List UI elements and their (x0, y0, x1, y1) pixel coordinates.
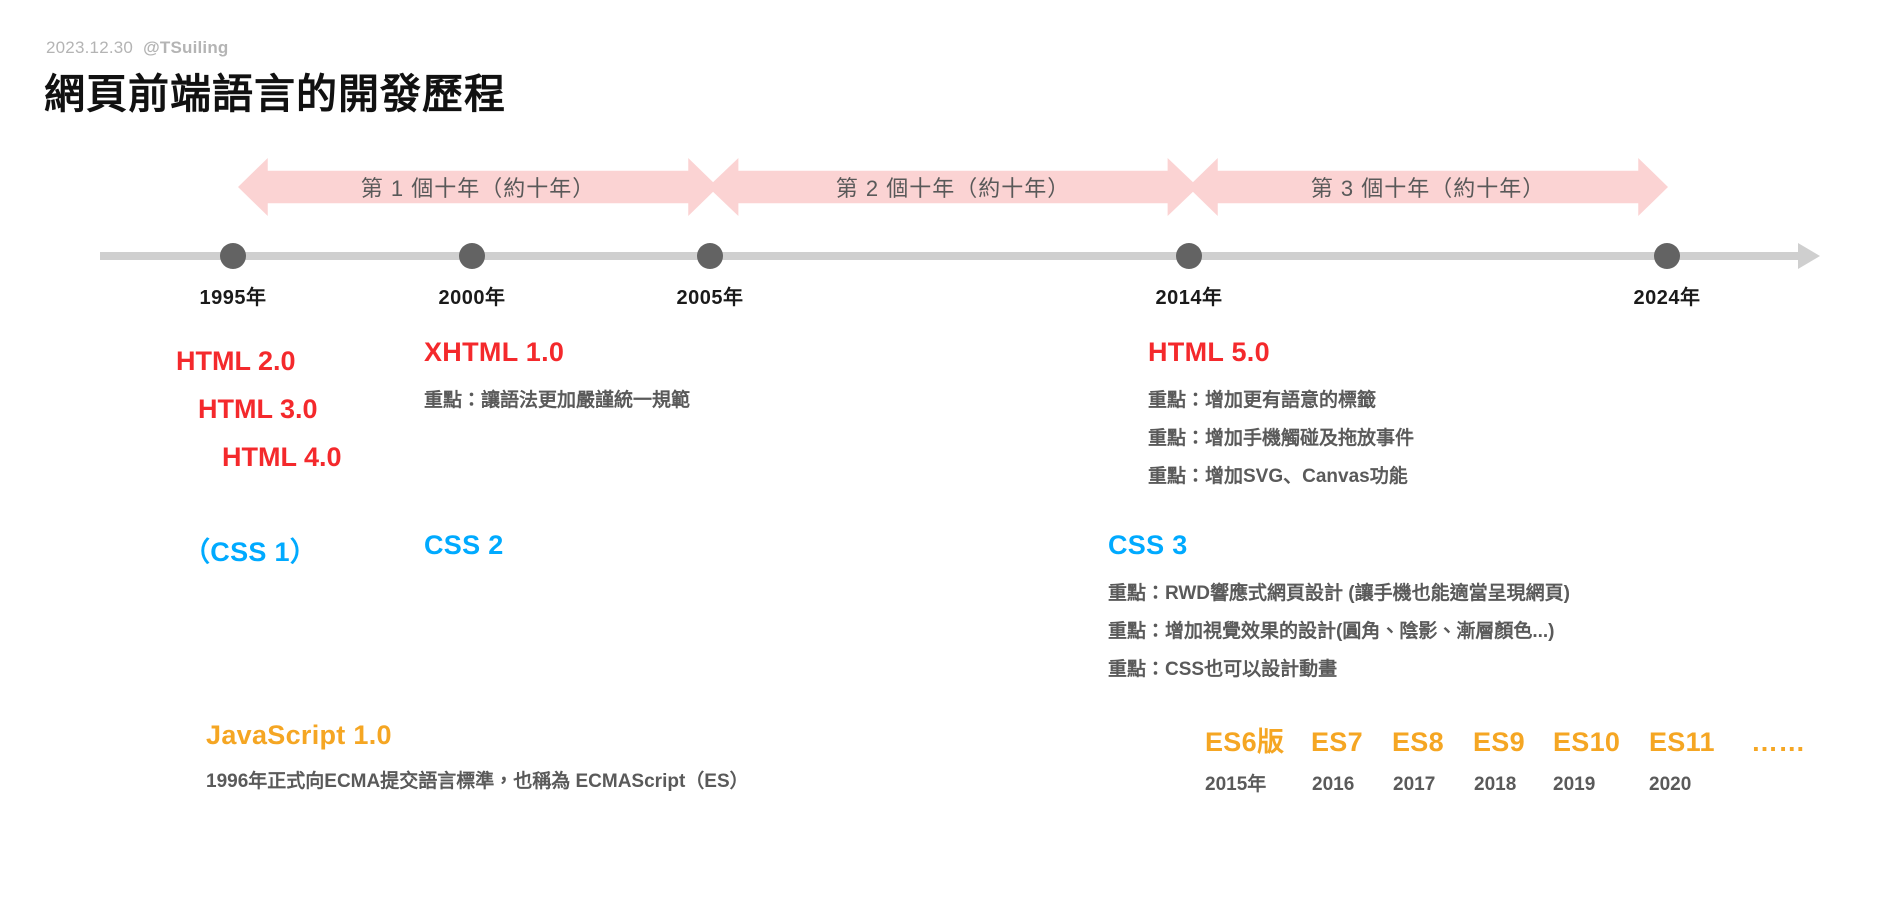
es-version-label: ES9 (1473, 727, 1525, 757)
es-version-label: ES6版 (1205, 727, 1285, 757)
axis-arrowhead-icon (1798, 243, 1820, 269)
html-version-label: HTML 2.0 (176, 346, 296, 376)
es-year-label: 2018 (1474, 774, 1517, 795)
javascript-block: JavaScript 1.0 1996年正式向ECMA提交語言標準，也稱為 EC… (206, 720, 749, 801)
html5-note: 重點：增加更有語意的標籤 (1148, 390, 1377, 411)
es-year-row: 2015年 2016 2017 2018 2019 2020 (1205, 769, 1806, 796)
timeline-year-label: 2014年 (1155, 287, 1223, 309)
es-year-label: 2016 (1312, 774, 1355, 795)
es-version-label: ES8 (1392, 727, 1444, 757)
timeline-year-label: 2005年 (676, 287, 744, 309)
es-version-label: ES10 (1553, 727, 1621, 757)
es-year-label: 2017 (1393, 774, 1436, 795)
byline: 2023.12.30 @TSuiling (46, 38, 229, 58)
html5-title: HTML 5.0 (1148, 337, 1270, 367)
xhtml-note: 重點：讓語法更加嚴謹統一規範 (424, 390, 691, 411)
author-handle: @TSuiling (143, 38, 229, 57)
decade-label: 第 2 個十年（約十年） (835, 176, 1071, 201)
es-year-label: 2015年 (1205, 774, 1267, 795)
page-title: 網頁前端語言的開發歷程 (44, 71, 506, 117)
css3-block: CSS 3 重點：RWD響應式網頁設計 (讓手機也能適當呈現網頁) 重點：增加視… (1108, 530, 1570, 689)
es-year-label: 2019 (1553, 774, 1596, 795)
es-version-label: ES7 (1311, 727, 1363, 757)
decade-label: 第 1 個十年（約十年） (360, 176, 596, 201)
es-versions-block: ES6版 ES7 ES8 ES9 ES10 ES11 …… 2015年 2016… (1205, 720, 1806, 796)
timeline-node-1995 (220, 243, 246, 269)
decade-arrow-2: 第 2 個十年（約十年） (708, 158, 1198, 216)
es-version-label: ES11 (1649, 727, 1715, 757)
css3-title: CSS 3 (1108, 530, 1188, 560)
decade-label: 第 3 個十年（約十年） (1310, 176, 1546, 201)
css1-title: （CSS 1） (183, 537, 318, 567)
timeline-node-2014 (1176, 243, 1202, 269)
html5-note: 重點：增加SVG、Canvas功能 (1148, 466, 1408, 487)
html-version-label: HTML 3.0 (198, 394, 318, 424)
timeline-node-2005 (697, 243, 723, 269)
html-version-label: HTML 4.0 (222, 442, 342, 472)
timeline-axis (100, 252, 1800, 260)
css3-note: 重點：增加視覺效果的設計(圓角、陰影、漸層顏色...) (1108, 621, 1555, 642)
javascript-note: 1996年正式向ECMA提交語言標準，也稱為 ECMAScript（ES） (206, 771, 749, 792)
decade-arrow-3: 第 3 個十年（約十年） (1188, 158, 1668, 216)
es-version-row: ES6版 ES7 ES8 ES9 ES10 ES11 …… (1205, 720, 1806, 759)
timeline-year-label: 1995年 (199, 287, 267, 309)
html5-block: HTML 5.0 重點：增加更有語意的標籤 重點：增加手機觸碰及拖放事件 重點：… (1148, 337, 1414, 496)
css3-note: 重點：CSS也可以設計動畫 (1108, 659, 1338, 680)
css3-note: 重點：RWD響應式網頁設計 (讓手機也能適當呈現網頁) (1108, 583, 1570, 604)
decade-arrow-1: 第 1 個十年（約十年） (238, 158, 718, 216)
decade-arrow-group: 第 1 個十年（約十年） 第 2 個十年（約十年） 第 3 個十年（約十年） (0, 158, 1900, 216)
publish-date: 2023.12.30 (46, 38, 134, 57)
es-ellipsis-label: …… (1751, 727, 1806, 757)
javascript-title: JavaScript 1.0 (206, 720, 392, 750)
es-year-label: 2020 (1649, 774, 1692, 795)
timeline-node-2000 (459, 243, 485, 269)
html5-note: 重點：增加手機觸碰及拖放事件 (1148, 428, 1415, 449)
xhtml-block: XHTML 1.0 重點：讓語法更加嚴謹統一規範 (424, 337, 690, 420)
timeline-year-label: 2024年 (1633, 287, 1701, 309)
html-early-versions: HTML 2.0 HTML 3.0 HTML 4.0 (176, 337, 342, 481)
timeline-node-2024 (1654, 243, 1680, 269)
timeline-year-label: 2000年 (438, 287, 506, 309)
css2-title: CSS 2 (424, 530, 504, 560)
xhtml-title: XHTML 1.0 (424, 337, 565, 367)
